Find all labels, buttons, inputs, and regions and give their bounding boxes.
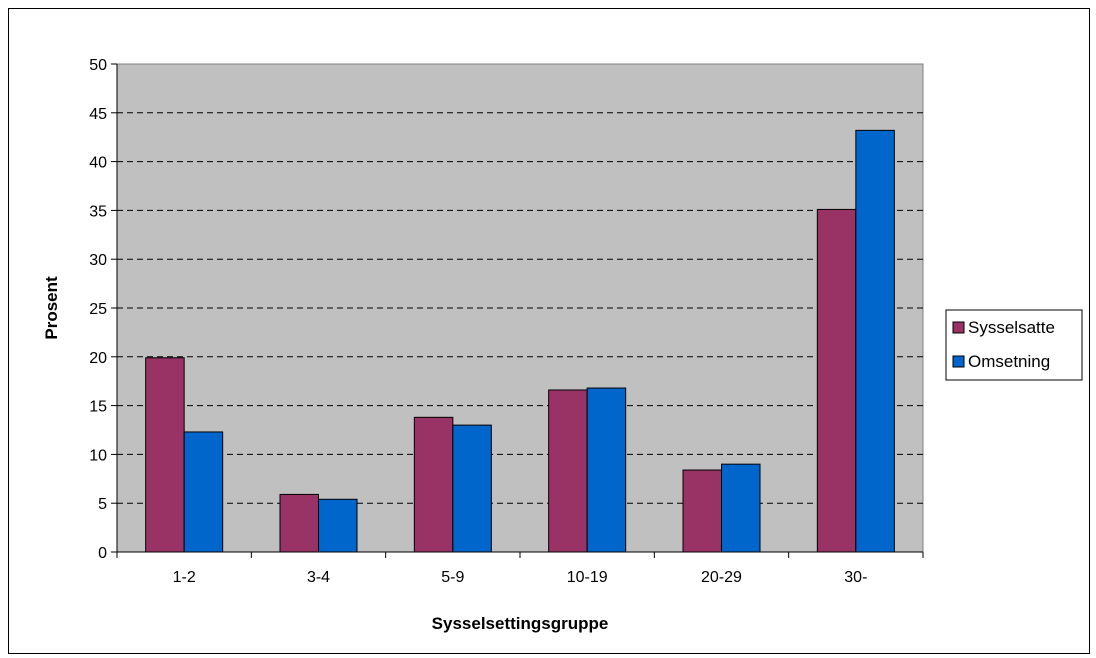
bar-omsetning-1-2 <box>183 431 224 553</box>
x-tick-label: 20-29 <box>701 569 742 586</box>
y-tick-labels: 0 5 10 15 20 25 30 35 40 45 50 <box>89 57 107 562</box>
bar-sysselsatte-10-19 <box>548 389 588 553</box>
y-tick-label: 30 <box>89 252 107 269</box>
x-tick-label: 3-4 <box>307 569 330 586</box>
bar-omsetning-10-19 <box>586 387 627 553</box>
y-tick-label: 35 <box>89 203 107 220</box>
legend-swatch-omsetning <box>952 355 965 368</box>
legend-label-omsetning: Omsetning <box>968 352 1050 371</box>
x-tick-label: 5-9 <box>441 569 464 586</box>
y-tick-label: 50 <box>89 57 107 74</box>
x-axis-title: Sysselsettingsgruppe <box>432 614 609 633</box>
y-tick-label: 45 <box>89 106 107 123</box>
x-tick-label: 30- <box>844 569 867 586</box>
legend-swatch-sysselsatte <box>952 321 965 334</box>
bar-sysselsatte-1-2 <box>145 357 185 553</box>
y-axis-title: Prosent <box>42 276 61 340</box>
x-tick-label: 10-19 <box>567 569 608 586</box>
y-tick-label: 40 <box>89 155 107 172</box>
bar-omsetning-5-9 <box>452 424 492 553</box>
bar-sysselsatte-5-9 <box>413 416 454 553</box>
legend-box <box>945 309 1083 381</box>
y-tick-label: 15 <box>89 399 107 416</box>
axis-layer <box>111 63 924 558</box>
bar-sysselsatte-20-29 <box>682 469 722 553</box>
y-tick-label: 5 <box>98 496 107 513</box>
bar-omsetning-3-4 <box>318 498 358 553</box>
grid-layer <box>117 112 923 504</box>
bar-layer <box>145 129 895 553</box>
x-tick-label: 1-2 <box>173 569 196 586</box>
y-tick-label: 25 <box>89 301 107 318</box>
bar-omsetning-30- <box>855 129 895 553</box>
bar-omsetning-20-29 <box>721 463 761 553</box>
y-tick-label: 20 <box>89 350 107 367</box>
legend: Sysselsatte Omsetning <box>945 309 1083 381</box>
x-tick-labels: 1-2 3-4 5-9 10-19 20-29 30- <box>173 569 868 586</box>
legend-label-sysselsatte: Sysselsatte <box>968 318 1055 337</box>
y-tick-label: 0 <box>98 545 107 562</box>
bar-sysselsatte-3-4 <box>279 493 319 553</box>
bar-sysselsatte-30- <box>816 208 857 553</box>
y-tick-label: 10 <box>89 447 107 464</box>
